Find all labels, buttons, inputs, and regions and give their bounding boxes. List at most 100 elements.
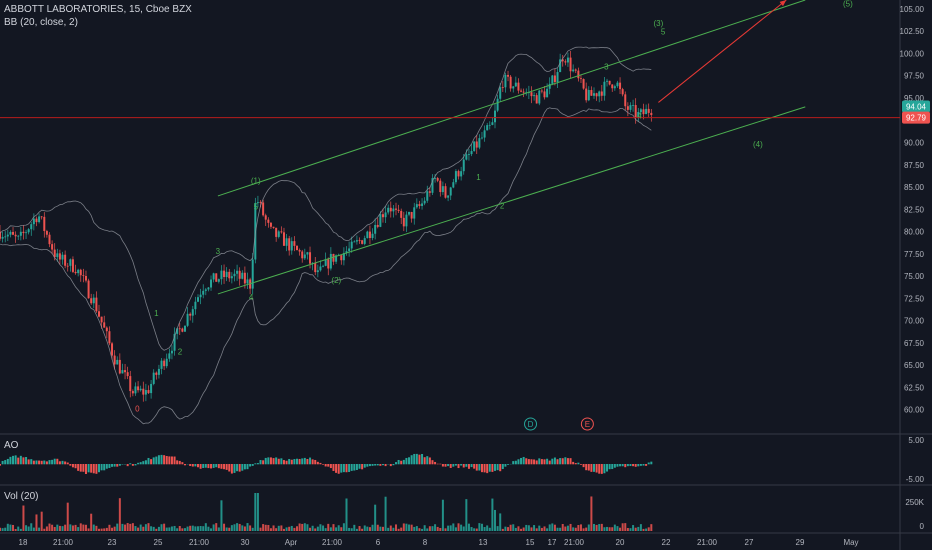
candle-body[interactable] <box>355 240 358 242</box>
candle-body[interactable] <box>569 57 572 72</box>
volume-bars[interactable] <box>0 493 653 531</box>
candle-body[interactable] <box>77 269 80 274</box>
candle-body[interactable] <box>606 80 609 82</box>
candle-body[interactable] <box>197 297 199 302</box>
candle-body[interactable] <box>371 233 374 239</box>
candle-body[interactable] <box>561 59 564 62</box>
candle-body[interactable] <box>475 141 478 148</box>
candle-body[interactable] <box>285 238 288 246</box>
candle-body[interactable] <box>259 202 262 203</box>
candle-body[interactable] <box>95 297 98 312</box>
candle-body[interactable] <box>402 217 405 227</box>
candle-body[interactable] <box>639 109 642 113</box>
candle-body[interactable] <box>520 90 523 92</box>
candle-body[interactable] <box>48 234 51 245</box>
candle-body[interactable] <box>376 224 379 227</box>
candle-body[interactable] <box>183 325 186 332</box>
candle-body[interactable] <box>262 202 265 216</box>
candle-body[interactable] <box>64 254 67 266</box>
candle-body[interactable] <box>345 251 348 253</box>
candle-body[interactable] <box>363 238 366 244</box>
candle-body[interactable] <box>108 331 111 344</box>
candle-body[interactable] <box>316 270 319 273</box>
candle-body[interactable] <box>293 241 296 246</box>
candle-body[interactable] <box>533 95 536 97</box>
candle-body[interactable] <box>194 301 197 310</box>
candle-body[interactable] <box>243 272 246 284</box>
candle-body[interactable] <box>353 241 356 243</box>
candle-body[interactable] <box>61 254 64 260</box>
candle-body[interactable] <box>301 251 304 259</box>
candle-body[interactable] <box>189 313 192 316</box>
candle-body[interactable] <box>423 200 426 204</box>
candle-body[interactable] <box>548 83 551 89</box>
candle-body[interactable] <box>400 210 403 218</box>
candle-body[interactable] <box>186 313 189 326</box>
candle-body[interactable] <box>204 289 207 291</box>
candle-body[interactable] <box>543 91 546 98</box>
candle-body[interactable] <box>100 316 103 323</box>
candle-body[interactable] <box>361 240 364 244</box>
candle-body[interactable] <box>241 272 244 279</box>
candle-body[interactable] <box>66 265 69 267</box>
candle-body[interactable] <box>58 253 61 260</box>
candle-body[interactable] <box>447 195 450 198</box>
candle-body[interactable] <box>507 74 510 77</box>
candle-body[interactable] <box>309 252 312 264</box>
candle-body[interactable] <box>467 154 470 155</box>
wave-label[interactable]: 1 <box>476 173 481 182</box>
wave-label[interactable]: (3) <box>654 19 664 28</box>
candle-body[interactable] <box>504 74 507 88</box>
candle-body[interactable] <box>38 216 41 223</box>
candle-body[interactable] <box>251 259 254 289</box>
candle-body[interactable] <box>230 276 233 279</box>
candle-body[interactable] <box>619 82 622 90</box>
candle-body[interactable] <box>444 186 447 198</box>
candle-body[interactable] <box>538 90 541 104</box>
candle-body[interactable] <box>496 98 499 111</box>
candle-body[interactable] <box>551 75 554 84</box>
candle-body[interactable] <box>434 178 437 179</box>
candle-body[interactable] <box>405 214 408 227</box>
candle-body[interactable] <box>157 368 160 375</box>
candle-body[interactable] <box>306 252 309 255</box>
symbol-title[interactable]: ABBOTT LABORATORIES, 15, Cboe BZX <box>4 4 192 15</box>
candle-body[interactable] <box>348 248 351 252</box>
candle-body[interactable] <box>415 204 418 208</box>
candle-body[interactable] <box>535 95 538 104</box>
candle-body[interactable] <box>392 208 395 212</box>
candle-body[interactable] <box>53 249 56 258</box>
candle-body[interactable] <box>19 231 22 236</box>
candle-body[interactable] <box>118 359 121 374</box>
candle-body[interactable] <box>150 383 153 394</box>
candle-body[interactable] <box>45 231 48 235</box>
candle-body[interactable] <box>483 130 486 138</box>
candle-body[interactable] <box>350 241 353 249</box>
candle-body[interactable] <box>629 105 632 110</box>
candle-body[interactable] <box>71 259 74 272</box>
candle-body[interactable] <box>142 388 145 395</box>
candle-body[interactable] <box>223 270 226 278</box>
candle-body[interactable] <box>40 216 43 218</box>
candle-body[interactable] <box>9 231 12 235</box>
channel-lower-line[interactable] <box>217 106 806 295</box>
candle-body[interactable] <box>428 191 431 193</box>
candle-body[interactable] <box>332 253 335 262</box>
candle-body[interactable] <box>637 112 640 118</box>
candle-body[interactable] <box>457 171 460 177</box>
candle-body[interactable] <box>217 279 220 282</box>
candle-body[interactable] <box>494 110 496 123</box>
candle-body[interactable] <box>272 226 275 228</box>
wave-label[interactable]: 4 <box>637 111 642 120</box>
candle-body[interactable] <box>69 259 72 266</box>
candle-body[interactable] <box>111 343 114 356</box>
candle-body[interactable] <box>501 87 504 89</box>
candle-body[interactable] <box>160 360 163 369</box>
candle-body[interactable] <box>322 265 325 267</box>
candle-body[interactable] <box>199 294 202 298</box>
candle-body[interactable] <box>129 376 132 392</box>
candle-body[interactable] <box>517 82 520 91</box>
candle-body[interactable] <box>17 235 20 237</box>
candle-body[interactable] <box>645 108 648 115</box>
